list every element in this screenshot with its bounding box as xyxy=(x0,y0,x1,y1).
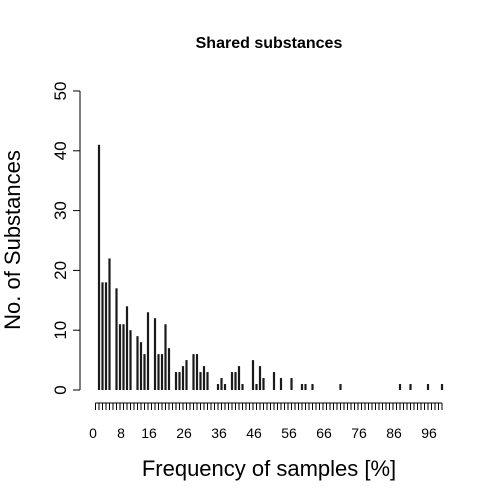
bar xyxy=(161,354,163,390)
y-tick-label: 10 xyxy=(51,321,70,340)
bar xyxy=(136,336,138,390)
bar xyxy=(108,258,110,390)
bar xyxy=(234,372,236,390)
x-tick-label: 16 xyxy=(141,425,157,441)
y-tick-label: 0 xyxy=(51,385,70,394)
y-tick-label: 40 xyxy=(51,141,70,160)
x-tick-label: 0 xyxy=(89,425,97,441)
bar xyxy=(206,372,208,390)
bar xyxy=(119,324,121,390)
bar xyxy=(290,378,292,390)
bar xyxy=(231,372,233,390)
bar xyxy=(185,360,187,390)
bar xyxy=(255,384,257,390)
bar xyxy=(252,360,254,390)
bar xyxy=(178,372,180,390)
bar xyxy=(217,384,219,390)
x-tick-label: 26 xyxy=(176,425,192,441)
bar xyxy=(129,330,131,390)
bar xyxy=(192,354,194,390)
bar xyxy=(220,378,222,390)
bar xyxy=(164,324,166,390)
bar xyxy=(259,366,261,390)
bar xyxy=(203,366,205,390)
bar xyxy=(154,318,156,390)
bar xyxy=(115,288,117,390)
bar xyxy=(301,384,303,390)
bar xyxy=(238,366,240,390)
bar xyxy=(441,384,443,390)
bars xyxy=(98,145,443,390)
x-tick-label: 96 xyxy=(421,425,437,441)
bar xyxy=(122,324,124,390)
bar xyxy=(280,378,282,390)
x-tick-label: 76 xyxy=(351,425,367,441)
bar xyxy=(105,282,107,390)
bar xyxy=(427,384,429,390)
bar xyxy=(175,372,177,390)
chart-title: Shared substances xyxy=(196,35,343,52)
bar xyxy=(409,384,411,390)
bar xyxy=(304,384,306,390)
y-tick-label: 50 xyxy=(51,82,70,101)
bar xyxy=(101,282,103,390)
bar xyxy=(182,366,184,390)
bar xyxy=(262,378,264,390)
bar xyxy=(143,354,145,390)
x-tick-label: 56 xyxy=(281,425,297,441)
bar xyxy=(339,384,341,390)
bar xyxy=(157,354,159,390)
bar xyxy=(241,384,243,390)
bar xyxy=(168,348,170,390)
bar xyxy=(224,384,226,390)
x-axis: 0 8 16 26 36 46 56 66 76 86 96 xyxy=(89,403,442,441)
y-axis: 0 10 20 30 40 50 xyxy=(51,82,80,395)
bar xyxy=(126,306,128,390)
bar xyxy=(199,372,201,390)
y-tick-label: 30 xyxy=(51,201,70,220)
bar xyxy=(273,372,275,390)
bar xyxy=(140,342,142,390)
bar xyxy=(196,354,198,390)
x-tick-label: 46 xyxy=(246,425,262,441)
y-axis-label: No. of Substances xyxy=(0,150,25,330)
bar xyxy=(399,384,401,390)
x-tick-label: 8 xyxy=(117,425,125,441)
bar xyxy=(98,145,100,390)
bar xyxy=(147,312,149,390)
x-axis-label: Frequency of samples [%] xyxy=(142,456,396,481)
x-tick-label: 36 xyxy=(211,425,227,441)
bar xyxy=(311,384,313,390)
x-tick-label: 86 xyxy=(386,425,402,441)
y-tick-label: 20 xyxy=(51,261,70,280)
x-tick-label: 66 xyxy=(316,425,332,441)
